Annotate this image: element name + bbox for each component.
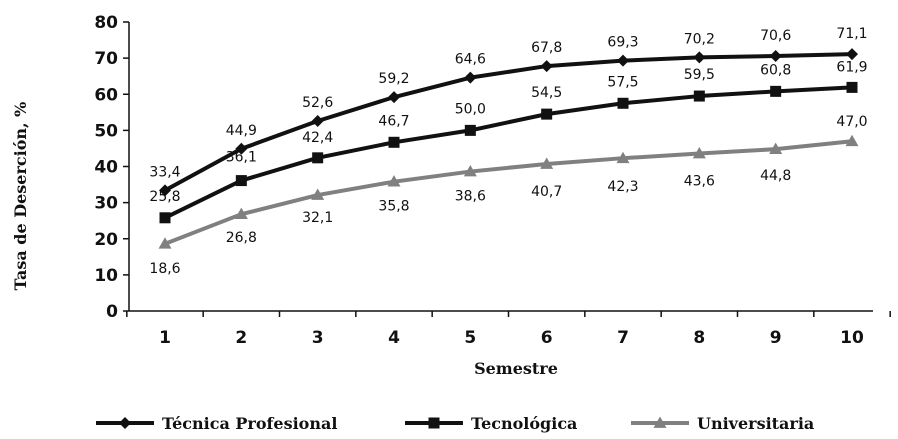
- data-label: 61,9: [836, 59, 867, 75]
- data-label: 44,9: [226, 123, 257, 139]
- data-label: 43,6: [684, 173, 715, 189]
- data-point: [616, 151, 630, 164]
- y-tick-label: 60: [94, 85, 118, 105]
- y-tick-label: 70: [94, 49, 118, 69]
- data-label: 32,1: [302, 210, 333, 226]
- series-line: [164, 85, 853, 220]
- data-label: 54,5: [531, 85, 562, 101]
- data-label: 67,8: [531, 40, 562, 56]
- x-axis-title: Semestre: [474, 359, 558, 378]
- data-point: [845, 134, 859, 147]
- data-point: [846, 48, 858, 61]
- data-label: 26,8: [226, 230, 257, 246]
- data-point: [311, 114, 324, 127]
- y-tick-label: 30: [94, 194, 118, 214]
- data-point: [464, 71, 477, 84]
- data-label: 64,6: [455, 52, 486, 68]
- x-tick-label: 5: [464, 328, 476, 348]
- x-tick-label: 4: [388, 328, 400, 348]
- data-point: [387, 175, 401, 187]
- y-tick-label: 0: [106, 302, 118, 322]
- data-point: [311, 188, 325, 200]
- data-point: [617, 97, 629, 109]
- data-label: 50,0: [455, 101, 486, 117]
- data-point: [693, 90, 705, 102]
- legend-marker: [119, 417, 131, 429]
- y-tick-label: 50: [94, 121, 118, 141]
- data-label: 42,3: [607, 179, 638, 195]
- data-point: [846, 81, 858, 93]
- x-tick-label: 7: [617, 328, 629, 348]
- data-point: [159, 212, 171, 224]
- data-label: 40,7: [531, 184, 562, 200]
- data-point: [463, 165, 477, 177]
- legend-marker: [653, 416, 667, 428]
- data-point: [540, 157, 554, 169]
- x-tick-label: 3: [312, 328, 324, 348]
- legend: Técnica Profesional Tecnológica Universita…: [96, 414, 814, 433]
- data-label: 35,8: [378, 199, 409, 215]
- data-label: 52,6: [302, 95, 333, 111]
- legend-label: Tecnológica: [471, 414, 577, 433]
- y-tick-label: 20: [94, 230, 118, 250]
- data-point: [388, 91, 400, 104]
- data-point: [770, 85, 782, 97]
- x-tick-label: 8: [693, 328, 705, 348]
- data-label: 38,6: [455, 189, 486, 205]
- data-point: [692, 146, 706, 159]
- data-label: 70,2: [684, 31, 715, 47]
- legend-label: Universitaria: [697, 414, 814, 433]
- series-line: [164, 52, 853, 193]
- plot-area: 0 10 20 30 40 50 60 70 80 1 2 3 4 5 6 7 8 9 10 33,4 44,9 52,6…: [94, 13, 891, 348]
- data-label: 25,8: [149, 189, 180, 205]
- data-label: 46,7: [378, 113, 409, 129]
- data-point: [312, 152, 324, 164]
- data-point: [159, 184, 171, 197]
- data-label: 59,2: [378, 71, 409, 87]
- data-label: 36,1: [226, 150, 257, 166]
- data-label: 44,8: [760, 168, 791, 184]
- series-line: [164, 139, 853, 246]
- data-point: [235, 175, 247, 187]
- x-tick-label: 10: [840, 328, 864, 348]
- data-point: [158, 237, 172, 249]
- data-label: 70,6: [760, 28, 791, 44]
- x-tick-label: 9: [770, 328, 782, 348]
- y-tick-label: 40: [94, 158, 118, 178]
- data-label: 47,0: [836, 114, 867, 130]
- x-tick-label: 1: [159, 328, 171, 348]
- data-label: 42,4: [302, 130, 333, 146]
- data-label: 33,4: [149, 164, 180, 180]
- y-tick-label: 80: [94, 13, 118, 33]
- data-point: [617, 54, 629, 67]
- data-point: [769, 49, 782, 62]
- data-label: 57,5: [607, 74, 638, 90]
- x-tick-label: 2: [235, 328, 247, 348]
- data-point: [464, 124, 476, 136]
- data-label: 59,5: [684, 67, 715, 83]
- data-point: [693, 51, 706, 64]
- data-point: [769, 142, 783, 155]
- legend-label: Técnica Profesional: [162, 414, 337, 433]
- data-point: [540, 60, 553, 73]
- data-label: 69,3: [607, 35, 638, 51]
- data-label: 18,6: [149, 261, 180, 277]
- data-label: 71,1: [836, 26, 867, 42]
- y-tick-label: 10: [94, 266, 118, 286]
- legend-marker: [428, 417, 440, 429]
- x-tick-label: 6: [541, 328, 553, 348]
- data-point: [235, 142, 248, 155]
- data-point: [388, 136, 400, 148]
- y-axis-title: Tasa de Deserción, %: [11, 102, 30, 291]
- data-point: [541, 108, 553, 120]
- data-label: 60,8: [760, 62, 791, 78]
- data-point: [234, 207, 248, 220]
